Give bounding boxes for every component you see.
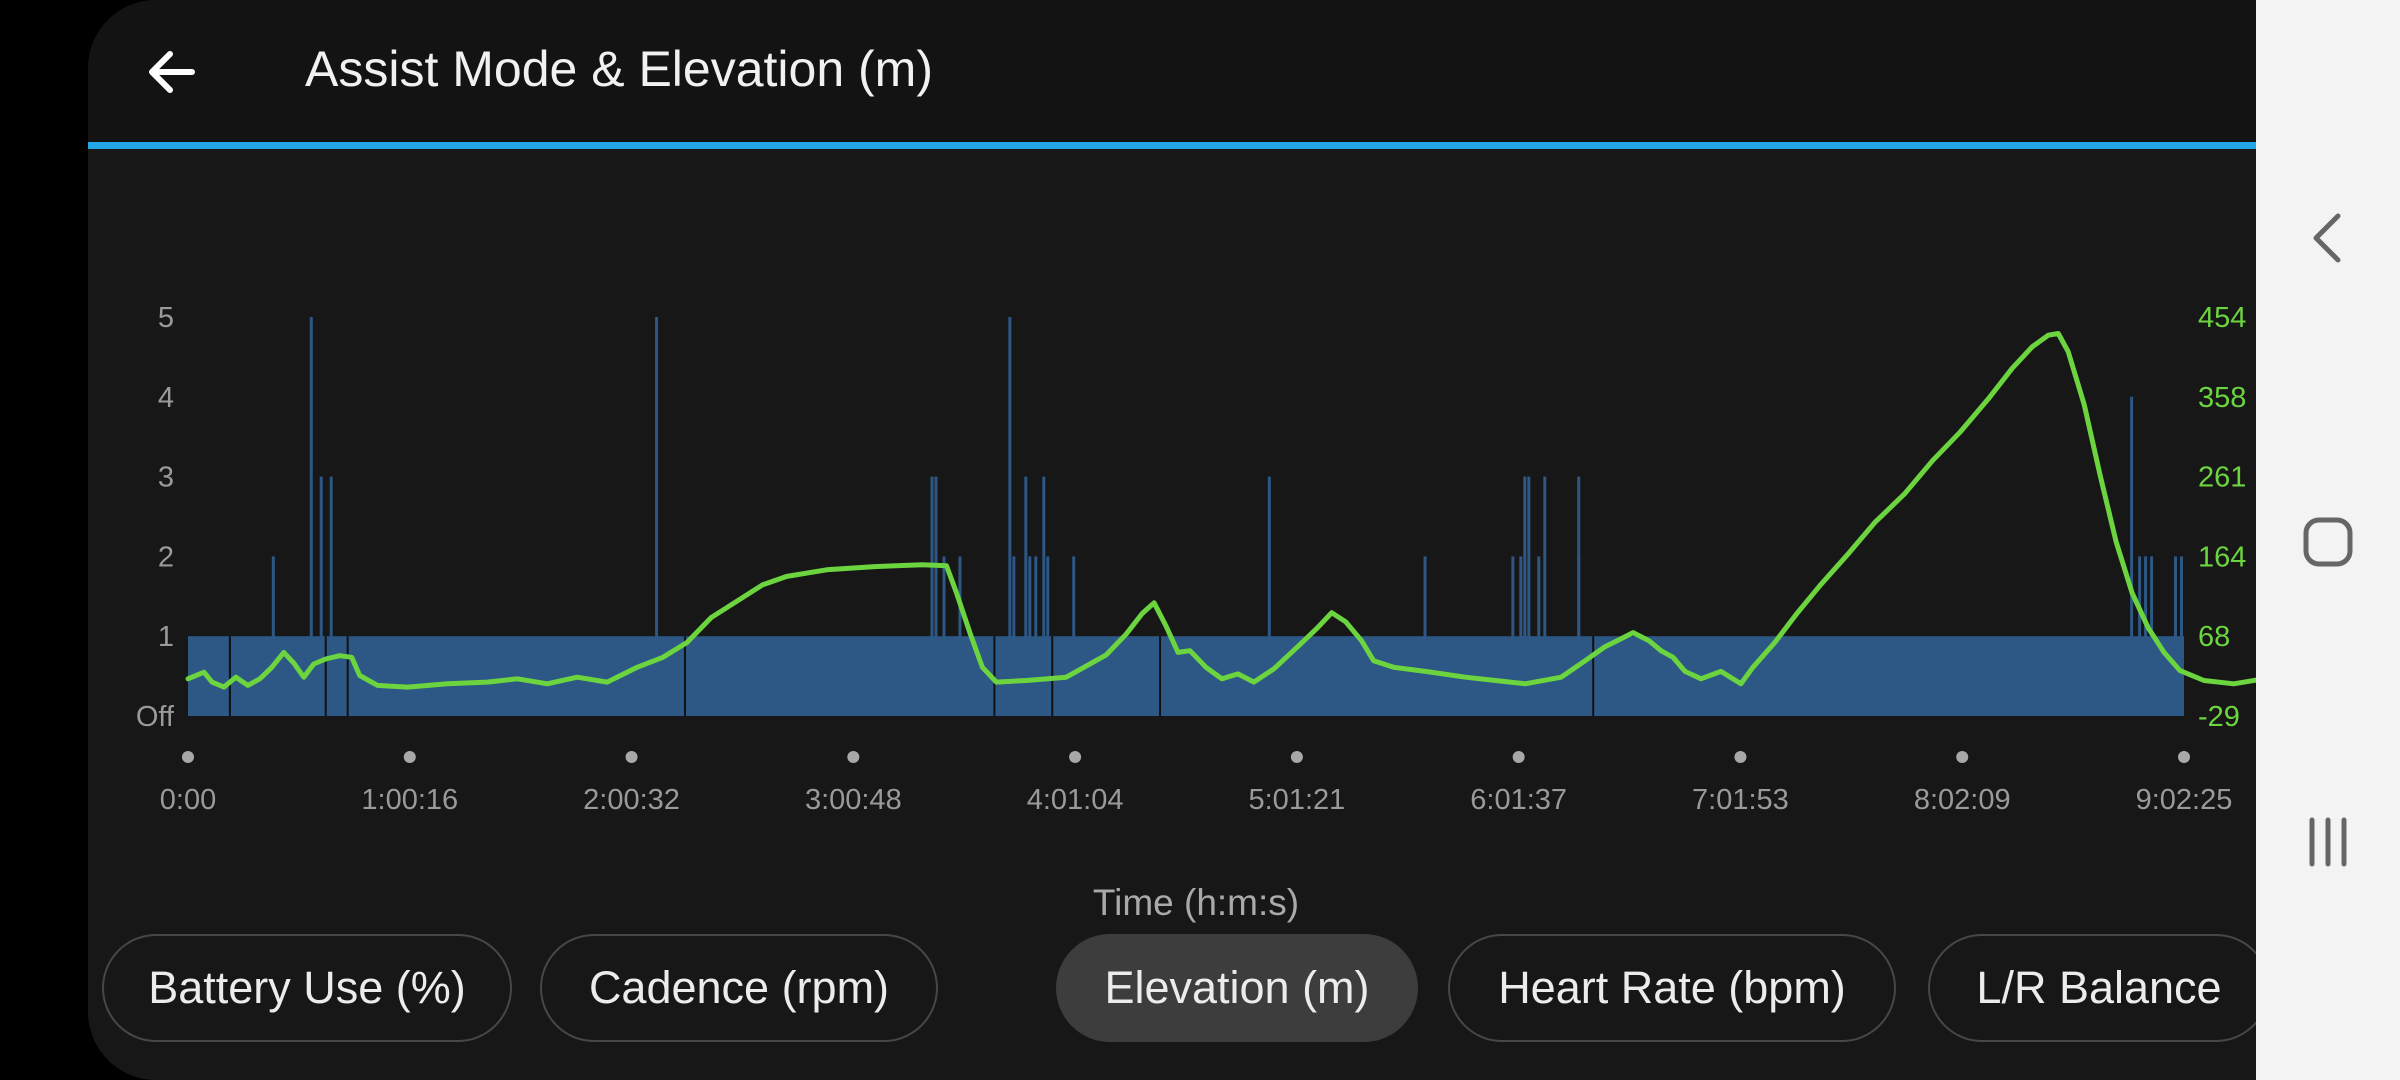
metric-chip[interactable]: Battery Use (%) — [102, 934, 512, 1042]
back-button[interactable] — [128, 28, 216, 116]
left-axis-tick-label: 5 — [158, 302, 174, 334]
assist-spike-bar — [1008, 317, 1012, 638]
assist-spike-bar — [1034, 556, 1038, 638]
assist-spike-bar — [1537, 556, 1541, 638]
assist-spike-bar — [1012, 556, 1016, 638]
metric-chip[interactable]: Heart Rate (bpm) — [1448, 934, 1896, 1042]
right-axis-tick-label: 454 — [2198, 302, 2246, 334]
metric-chip-bar: Battery Use (%) Cadence (rpm) Elevation (m… — [102, 934, 2256, 1046]
metric-chip[interactable]: L/R Balance — [1928, 934, 2256, 1042]
app-bar: Assist Mode & Elevation (m) — [88, 0, 2256, 144]
x-axis-tick-label: 6:01:37 — [1470, 784, 1567, 816]
assist-spike-bar — [1519, 556, 1523, 638]
assist-spike-bar — [1042, 476, 1046, 638]
assist-spike-bar — [1046, 556, 1050, 638]
x-axis-title: Time (h:m:s) — [1093, 882, 1299, 923]
assist-spike-bar — [930, 476, 934, 638]
left-axis-tick-label: Off — [136, 701, 175, 733]
x-axis-tick-label: 7:01:53 — [1692, 784, 1789, 816]
app-screen: Assist Mode & Elevation (m) Off 1 2 3 4 5 -29 6… — [88, 0, 2256, 1080]
system-recents-button[interactable] — [2280, 794, 2376, 890]
assist-spike-bar — [2180, 556, 2184, 638]
x-axis-tick-dot — [1290, 751, 1303, 763]
assist-spike-bar — [2174, 556, 2178, 638]
x-axis-tick-dot — [1734, 751, 1747, 763]
assist-spike-bar — [319, 476, 323, 638]
x-axis-tick-dot — [182, 751, 194, 763]
assist-spike-bar — [655, 317, 659, 638]
accent-divider — [88, 142, 2256, 149]
x-axis-tick-dot — [1956, 751, 1969, 763]
x-axis-tick-label: 1:00:16 — [361, 784, 458, 816]
assist-spike-bar — [934, 476, 938, 638]
system-home-button[interactable] — [2280, 494, 2376, 590]
back-arrow-icon — [149, 51, 195, 93]
assist-spike-bar — [2150, 556, 2154, 638]
x-axis-tick-label: 0:00 — [160, 784, 216, 816]
assist-spike-bar — [1527, 476, 1531, 638]
system-navigation-bar — [2256, 0, 2400, 1080]
assist-spike-bar — [1523, 476, 1527, 638]
assist-spike-bar — [1024, 476, 1028, 638]
x-axis-tick-label: 3:00:48 — [805, 784, 902, 816]
assist-spike-bar — [1543, 476, 1547, 638]
assist-spike-bar — [1028, 556, 1032, 638]
right-axis-tick-label: 358 — [2198, 382, 2246, 414]
right-axis-tick-label: -29 — [2198, 701, 2240, 733]
assist-base-bar — [188, 636, 2184, 716]
metric-chip[interactable]: Cadence (rpm) — [540, 934, 938, 1042]
assist-spike-bar — [271, 556, 275, 638]
assist-spike-bar — [1423, 556, 1427, 638]
assist-elevation-chart[interactable]: Off 1 2 3 4 5 -29 68 164 261 358 454 0:00 1:00:16 2:00… — [88, 0, 2256, 934]
home-square-icon — [2303, 517, 2353, 567]
assist-spike-bar — [2130, 396, 2134, 638]
x-axis-tick-label: 8:02:09 — [1914, 784, 2011, 816]
x-axis-tick-dot — [625, 751, 638, 763]
page-title: Assist Mode & Elevation (m) — [305, 41, 933, 97]
assist-spike-bar — [1511, 556, 1515, 638]
x-axis-tick-label: 4:01:04 — [1027, 784, 1124, 816]
assist-spike-bar — [942, 556, 946, 638]
assist-spike-bar — [2144, 556, 2148, 638]
x-axis-tick-dot — [1512, 751, 1525, 763]
right-axis-tick-label: 261 — [2198, 462, 2246, 494]
recents-bars-icon — [2309, 817, 2347, 867]
x-axis-tick-dot — [2178, 751, 2190, 763]
elevation-line — [185, 331, 2256, 690]
chevron-left-icon — [2313, 213, 2341, 263]
x-axis-tick-label: 2:00:32 — [583, 784, 680, 816]
assist-spike-bar — [2138, 556, 2142, 638]
x-axis-tick-dot — [1069, 751, 1082, 763]
x-axis-tick-dot — [847, 751, 860, 763]
assist-spike-bar — [1577, 556, 1581, 638]
left-axis-tick-label: 4 — [158, 382, 174, 414]
left-axis-tick-label: 2 — [158, 541, 174, 573]
right-axis-tick-label: 164 — [2198, 541, 2246, 573]
metric-chip[interactable]: Elevation (m) — [1056, 934, 1418, 1042]
x-axis-tick-label: 5:01:21 — [1249, 784, 1346, 816]
left-axis-tick-label: 3 — [158, 462, 174, 494]
left-axis-tick-label: 1 — [158, 621, 174, 653]
assist-spike-bar — [1267, 476, 1271, 638]
x-axis-tick-dot — [403, 751, 416, 763]
x-axis-tick-label: 9:02:25 — [2136, 784, 2233, 816]
right-axis-tick-label: 68 — [2198, 621, 2230, 653]
assist-spike-bar — [329, 476, 333, 638]
assist-spike-bar — [1072, 556, 1076, 638]
system-back-button[interactable] — [2280, 190, 2376, 286]
assist-spike-bar — [309, 317, 313, 638]
